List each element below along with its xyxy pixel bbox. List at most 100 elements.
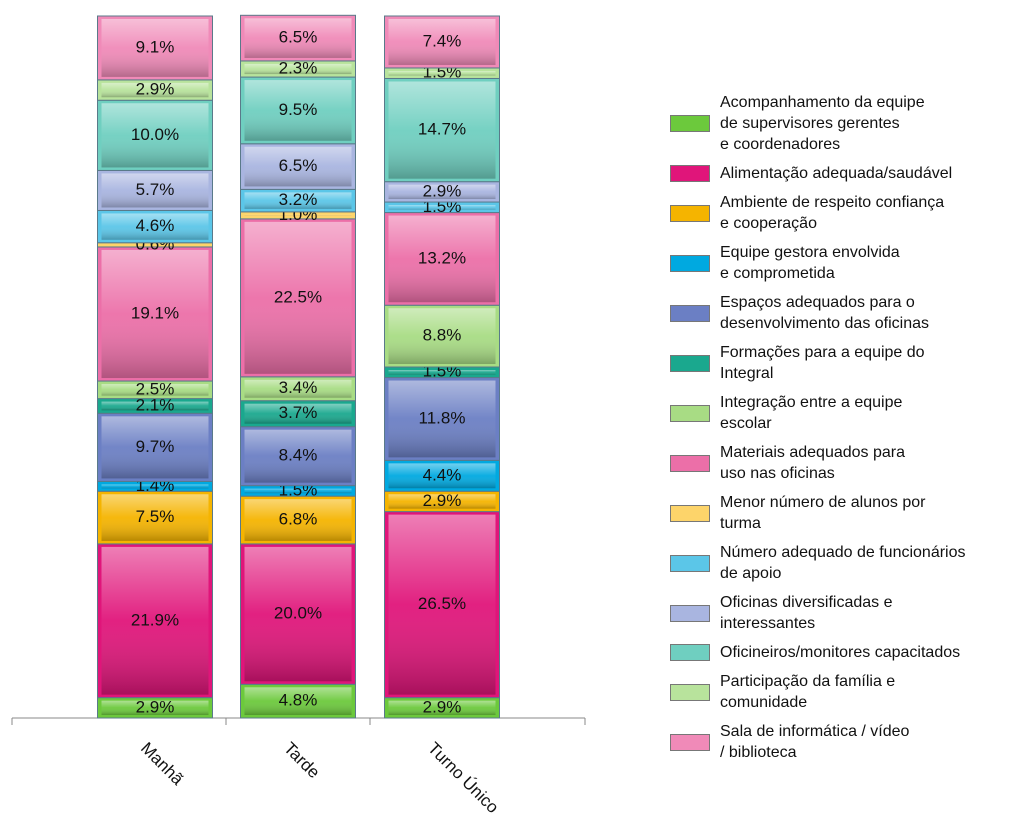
legend-label: Ambiente de respeito confiança e coopera… [720,194,945,232]
bar-shade [388,215,496,303]
bar-shade [388,205,496,210]
data-label: 2.9% [136,80,175,99]
bar-shade [101,82,209,98]
bar-shade [388,370,496,375]
x-tick-label: Tarde [280,739,324,783]
bar-shade [244,403,352,424]
legend-swatch [670,304,710,322]
legend-entry: Materiais adequados para uso nas oficina… [670,442,1030,484]
legend-label: Oficinas diversificadas e interessantes [720,594,893,632]
data-label: 11.8% [419,408,466,427]
legend-label: Menor número de alunos por turma [720,494,926,532]
data-label: 9.5% [279,100,318,119]
legend-label: Participação da família e comunidade [720,673,896,711]
bar-shade [101,484,209,489]
data-label: 26.5% [418,594,466,613]
legend-entry: Equipe gestora envolvida e comprometida [670,242,1030,284]
legend-entry: Oficinas diversificadas e interessantes [670,592,1030,634]
data-label: 6.5% [279,28,318,47]
data-label: 13.2% [418,248,466,267]
legend-label: Número adequado de funcionários de apoio [720,544,966,582]
data-label: 8.4% [279,446,318,465]
legend-entry: Participação da família e comunidade [670,671,1030,713]
bar-shade [244,499,352,541]
legend-entry: Oficineiros/monitores capacitados [670,642,1030,663]
legend-swatch [670,604,710,622]
data-label: 19.1% [131,303,179,322]
bar-shade [388,81,496,179]
legend-swatch [670,404,710,422]
legend-swatch [670,683,710,701]
legend-entry: Ambiente de respeito confiança e coopera… [670,192,1030,234]
bar-shade [101,494,209,541]
bar-shade [244,63,352,75]
bar-shade [388,308,496,364]
bar-shade [101,103,209,168]
legend: Acompanhamento da equipe de supervisores… [670,92,1030,771]
data-label: 2.5% [136,379,175,398]
data-label: 2.9% [423,697,462,716]
bar-shade [244,221,352,374]
bar-shade [101,19,209,77]
legend-label: Materiais adequados para uso nas oficina… [720,444,906,482]
data-label: 8.8% [423,326,462,345]
bar-shade [101,700,209,715]
legend-label: Sala de informática / vídeo / biblioteca [720,723,910,761]
bar-shade [388,514,496,695]
bar-shade [101,173,209,208]
data-label: 6.8% [279,510,318,529]
data-label: 7.4% [423,31,462,50]
data-label: 5.7% [136,180,175,199]
data-label: 2.9% [423,491,462,510]
data-label: 2.9% [423,181,462,200]
legend-label: Oficineiros/monitores capacitados [720,644,961,661]
data-label: 3.7% [279,403,318,422]
x-tick-label: Manhã [137,739,188,790]
data-label: 2.1% [136,395,175,414]
data-label: 10.0% [131,125,179,144]
bar-shade [388,494,496,509]
data-label: 21.9% [131,610,179,629]
legend-label: Alimentação adequada/saudável [720,165,953,182]
bar-shade [244,214,352,216]
bar-shade [244,488,352,494]
data-label: 2.3% [279,58,318,77]
bar-shade [244,192,352,209]
data-label: 9.7% [136,437,175,456]
bar-shade [101,401,209,411]
legend-swatch [670,204,710,222]
legend-entry: Espaços adequados para o desenvolvimento… [670,292,1030,334]
legend-label: Espaços adequados para o desenvolvimento… [720,294,930,332]
bar-shade [388,19,496,65]
data-label: 2.9% [136,697,175,716]
legend-swatch [670,504,710,522]
legend-entry: Menor número de alunos por turma [670,492,1030,534]
legend-swatch [670,165,710,182]
bar-shade [101,249,209,379]
data-label: 4.8% [279,691,318,710]
data-label: 20.0% [274,604,322,623]
legend-swatch [670,644,710,661]
bar-shade [101,213,209,240]
bar-shade [244,687,352,715]
bar-shade [244,18,352,58]
bar-shade [244,146,352,187]
bar-shade [388,70,496,76]
data-label: 22.5% [274,287,322,306]
data-label: 3.2% [279,190,318,209]
legend-swatch [670,254,710,272]
bar-shade [388,700,496,715]
data-label: 14.7% [418,120,466,139]
legend-label: Formações para a equipe do Integral [720,344,925,382]
data-label: 3.4% [279,378,318,397]
bar-shade [244,546,352,682]
legend-entry: Número adequado de funcionários de apoio [670,542,1030,584]
bar-shade [388,380,496,458]
bar-shade [244,429,352,483]
bar-shade [101,416,209,479]
legend-swatch [670,554,710,572]
data-label: 6.5% [279,156,318,175]
chart: 2.9%21.9%7.5%1.4%9.7%2.1%2.5%19.1%0.6%4.… [11,14,586,817]
legend-label: Integração entre a equipe escolar [720,394,903,432]
